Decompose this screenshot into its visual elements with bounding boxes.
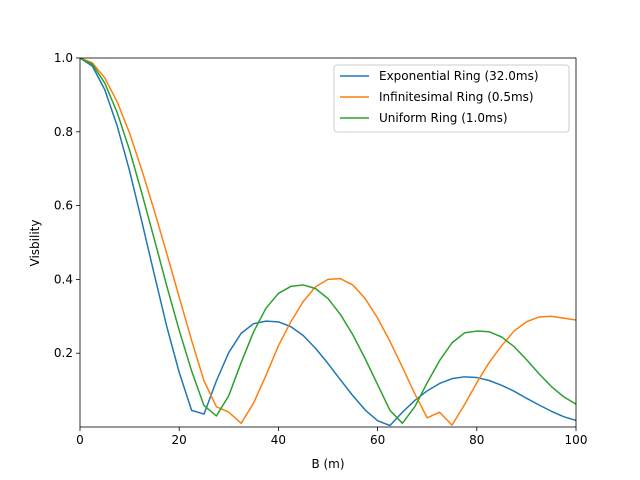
x-tick-label: 100 bbox=[565, 433, 588, 447]
axis-ticks: 0 20 40 60 80 100 0.2 0.4 0.6 0.8 1.0 bbox=[54, 51, 588, 447]
legend-label: Infinitesimal Ring (0.5ms) bbox=[379, 90, 534, 104]
x-axis-label: B (m) bbox=[311, 457, 344, 471]
legend-box bbox=[333, 64, 570, 133]
x-tick-label: 60 bbox=[370, 433, 385, 447]
y-tick-label: 0.8 bbox=[54, 125, 73, 139]
y-tick-label: 0.2 bbox=[54, 346, 73, 360]
series-line-2 bbox=[80, 58, 576, 426]
axes-frame bbox=[79, 57, 577, 428]
series-line-1 bbox=[80, 58, 576, 427]
series-lines bbox=[80, 58, 576, 427]
x-tick-label: 80 bbox=[469, 433, 484, 447]
x-tick-label: 40 bbox=[271, 433, 286, 447]
y-tick-label: 1.0 bbox=[54, 51, 73, 65]
x-tick-label: 0 bbox=[76, 433, 84, 447]
legend-label: Uniform Ring (1.0ms) bbox=[379, 111, 508, 125]
plot-area bbox=[79, 57, 577, 428]
series-line-3 bbox=[80, 58, 576, 425]
y-tick-label: 0.6 bbox=[54, 199, 73, 213]
legend: Exponential Ring (32.0ms) Infinitesimal R… bbox=[333, 64, 570, 133]
x-tick-label: 20 bbox=[172, 433, 187, 447]
legend-label: Exponential Ring (32.0ms) bbox=[379, 69, 539, 83]
y-tick-label: 0.4 bbox=[54, 272, 73, 286]
y-axis-label: Visbility bbox=[28, 220, 42, 267]
